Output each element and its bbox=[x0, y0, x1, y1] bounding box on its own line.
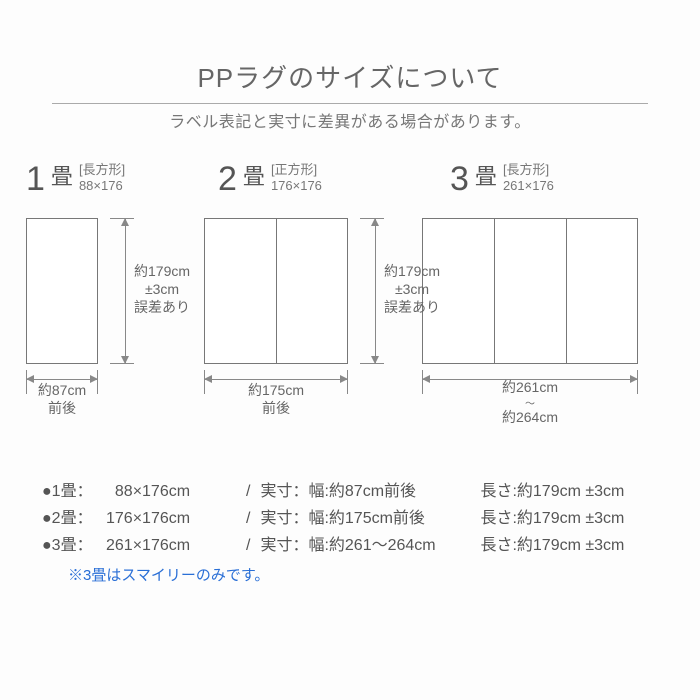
header-3jo-shape: [長方形] bbox=[503, 162, 549, 177]
header-1jo-dim: 88×176 bbox=[79, 178, 123, 193]
width-label-3-m: 〜 bbox=[525, 399, 535, 410]
header-2jo: 2 畳 [正方形] 176×176 bbox=[218, 162, 322, 196]
header-2jo-dim: 176×176 bbox=[271, 178, 322, 193]
header-3jo-num: 3 bbox=[450, 162, 469, 196]
rug-2jo-divider bbox=[276, 219, 277, 363]
spec-1jo-real: 実寸：幅:約87cm前後 bbox=[260, 478, 470, 505]
rug-2jo bbox=[204, 218, 348, 364]
rug-1jo bbox=[26, 218, 98, 364]
width-label-3-b: 約264cm bbox=[502, 409, 558, 425]
header-2jo-unit: 畳 bbox=[243, 162, 265, 193]
height-label-1-l3: 誤差あり bbox=[134, 299, 190, 315]
header-3jo-dim: 261×176 bbox=[503, 178, 554, 193]
header-2jo-num: 2 bbox=[218, 162, 237, 196]
height-label-1-l1: 約179cm bbox=[134, 263, 190, 279]
header-2jo-shape: [正方形] bbox=[271, 162, 317, 177]
width-label-3-a: 約261cm bbox=[502, 379, 558, 395]
subtitle: ラベル表記と実寸に差異がある場合があります。 bbox=[26, 108, 674, 132]
header-3jo-unit: 畳 bbox=[475, 162, 497, 193]
spec-3jo-dims: 261×176cm bbox=[106, 532, 236, 559]
spec-2jo-real: 実寸：幅:約175cm前後 bbox=[260, 505, 470, 532]
spec-row-1jo: ●1畳： 88×176cm / 実寸：幅:約87cm前後 長さ:約179cm ±… bbox=[42, 478, 658, 505]
height-arrow-1 bbox=[116, 218, 134, 364]
width-label-1: 約87cm 前後 bbox=[26, 382, 98, 417]
spec-2jo-sep: / bbox=[246, 505, 250, 532]
width-label-1-b: 前後 bbox=[48, 400, 76, 416]
header-1jo: 1 畳 [長方形] 88×176 bbox=[26, 162, 125, 196]
height-label-2: 約179cm ±3cm 誤差あり bbox=[384, 262, 440, 317]
spec-1jo-len: 長さ:約179cm ±3cm bbox=[480, 478, 624, 505]
height-arrow-2 bbox=[366, 218, 384, 364]
header-3jo: 3 畳 [長方形] 261×176 bbox=[450, 162, 554, 196]
height-label-2-l2: ±3cm bbox=[395, 281, 429, 297]
height-label-2-l1: 約179cm bbox=[384, 263, 440, 279]
width-label-2-b: 前後 bbox=[262, 400, 290, 416]
header-1jo-shape: [長方形] bbox=[79, 162, 125, 177]
spec-3jo-label: ●3畳： bbox=[42, 532, 96, 559]
spec-3jo-real: 実寸：幅:約261〜264cm bbox=[260, 532, 470, 559]
rug-3jo-divider-1 bbox=[494, 219, 495, 363]
width-label-2-a: 約175cm bbox=[248, 382, 304, 398]
rug-3jo-divider-2 bbox=[566, 219, 567, 363]
header-1jo-unit: 畳 bbox=[51, 162, 73, 193]
header-1jo-num: 1 bbox=[26, 162, 45, 196]
size-diagram: 1 畳 [長方形] 88×176 2 畳 [正方形] 176×176 3 畳 [… bbox=[26, 162, 674, 422]
height-label-1-l2: ±3cm bbox=[145, 281, 179, 297]
rug-3jo bbox=[422, 218, 638, 364]
spec-3jo-len: 長さ:約179cm ±3cm bbox=[480, 532, 624, 559]
height-label-1: 約179cm ±3cm 誤差あり bbox=[134, 262, 190, 317]
spec-row-2jo: ●2畳： 176×176cm / 実寸：幅:約175cm前後 長さ:約179cm… bbox=[42, 505, 658, 532]
page-title: PPラグのサイズについて bbox=[26, 58, 674, 95]
width-label-2: 約175cm 前後 bbox=[204, 382, 348, 417]
height-label-2-l3: 誤差あり bbox=[384, 299, 440, 315]
spec-1jo-label: ●1畳： bbox=[42, 478, 96, 505]
spec-2jo-len: 長さ:約179cm ±3cm bbox=[480, 505, 624, 532]
spec-list: ●1畳： 88×176cm / 実寸：幅:約87cm前後 長さ:約179cm ±… bbox=[26, 478, 674, 585]
spec-3jo-sep: / bbox=[246, 532, 250, 559]
spec-row-3jo: ●3畳： 261×176cm / 実寸：幅:約261〜264cm 長さ:約179… bbox=[42, 532, 658, 559]
spec-1jo-sep: / bbox=[246, 478, 250, 505]
width-label-1-a: 約87cm bbox=[38, 382, 86, 398]
spec-2jo-dims: 176×176cm bbox=[106, 505, 236, 532]
footnote: ※3畳はスマイリーのみです。 bbox=[42, 564, 658, 585]
title-divider bbox=[52, 103, 648, 104]
spec-2jo-label: ●2畳： bbox=[42, 505, 96, 532]
spec-1jo-dims: 88×176cm bbox=[106, 478, 236, 505]
width-label-3: 約261cm 〜 約264cm bbox=[422, 380, 638, 425]
